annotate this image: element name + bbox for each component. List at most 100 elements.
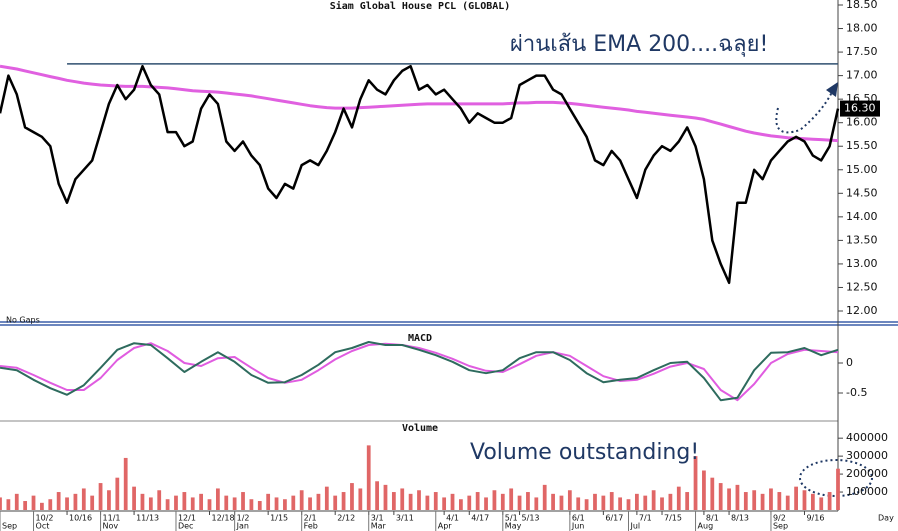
x-tick-label: 10/16 — [69, 514, 92, 523]
volume-bar — [618, 497, 623, 510]
x-tick-label: 1/2 — [237, 514, 250, 523]
series-line — [0, 64, 839, 143]
volume-bar — [626, 499, 631, 510]
volume-bar — [584, 499, 589, 510]
volume-bar — [693, 456, 698, 510]
volume-bar — [417, 490, 421, 510]
last-value-label: 16.30 — [844, 102, 876, 115]
volume-bar — [593, 493, 597, 510]
x-tick-label: 6/17 — [605, 514, 623, 523]
series-line — [0, 342, 839, 402]
volume-bar — [668, 493, 673, 510]
volume-bar — [358, 488, 363, 510]
volume-bar — [408, 493, 413, 510]
y-tick-label: 300000 — [846, 449, 888, 462]
volume-bar — [375, 481, 379, 510]
volume-bar — [500, 493, 505, 510]
volume-bar — [31, 495, 36, 510]
volume-bar — [551, 493, 555, 510]
x-tick-label: 11/1 — [103, 514, 121, 523]
volume-bar — [383, 484, 388, 510]
volume-bar — [526, 492, 530, 510]
x-tick-label: 2/12 — [337, 514, 355, 523]
volume-bar — [157, 490, 162, 510]
volume-bar — [366, 445, 371, 510]
volume-bar — [702, 470, 706, 510]
month-label: Apr — [438, 522, 453, 531]
x-tick-label: 10/2 — [36, 514, 54, 523]
x-tick-label: 8/13 — [731, 514, 749, 523]
volume-bar — [475, 492, 480, 510]
volume-bar — [484, 497, 488, 510]
volume-bar — [241, 492, 245, 510]
volume-bar — [827, 492, 832, 510]
volume-bar — [676, 486, 681, 510]
y-tick-label: 100000 — [846, 485, 888, 498]
volume-bar — [56, 492, 61, 510]
volume-bar — [123, 457, 128, 510]
volume-bar — [308, 497, 312, 510]
x-tick-label: 4/1 — [446, 514, 459, 523]
month-label: Jan — [236, 522, 249, 531]
x-tick-label: 6/1 — [572, 514, 585, 523]
volume-bar — [685, 492, 690, 510]
volume-bar — [40, 502, 44, 510]
y-tick-label: 14.00 — [846, 210, 878, 223]
month-label: Jun — [571, 522, 585, 531]
y-tick-label: 18.50 — [846, 0, 878, 11]
volume-bar — [90, 495, 95, 510]
volume-bar — [190, 497, 195, 510]
volume-bar — [810, 493, 815, 510]
volume-bar — [215, 488, 220, 510]
volume-bar — [140, 493, 145, 510]
volume-bar — [207, 499, 212, 510]
volume-bar — [232, 497, 237, 510]
volume-bar — [324, 486, 329, 510]
volume-bar — [601, 495, 606, 510]
volume-bar — [492, 490, 497, 510]
volume-bar — [148, 497, 153, 510]
month-label: Dec — [178, 522, 193, 531]
month-label: Sep — [773, 522, 788, 531]
volume-bar — [634, 493, 639, 510]
last-value-box — [840, 100, 880, 117]
volume-bar — [735, 484, 740, 510]
volume-bar — [819, 497, 824, 510]
panel-title: Volume — [402, 423, 438, 434]
volume-bar — [777, 492, 782, 510]
volume-bar — [48, 499, 53, 510]
volume-bar — [6, 499, 11, 510]
x-tick-label: 7/1 — [639, 514, 652, 523]
volume-bar — [509, 488, 514, 510]
volume-bar — [651, 490, 656, 510]
volume-bar — [0, 497, 2, 510]
volume-bar — [132, 486, 136, 510]
volume-bar — [836, 468, 840, 510]
x-tick-label: 7/15 — [664, 514, 682, 523]
panel-title: Siam Global House PCL (GLOBAL) — [330, 0, 511, 12]
month-label: Aug — [698, 522, 714, 531]
volume-bar — [534, 497, 539, 510]
volume-bar — [785, 495, 790, 510]
volume-bar — [14, 493, 19, 510]
annotation-arrow — [775, 91, 833, 134]
volume-bar — [283, 499, 287, 510]
x-tick-label: 12/1 — [178, 514, 196, 523]
volume-bar — [609, 492, 614, 510]
x-tick-label: 11/13 — [136, 514, 159, 523]
x-tick-label: 12/18 — [212, 514, 235, 523]
volume-bar — [400, 488, 405, 510]
y-tick-label: -0.5 — [846, 386, 867, 399]
annotation: ผ่านเส้น EMA 200....ฉลุย! — [510, 32, 768, 57]
volume-bar — [274, 497, 279, 510]
month-label: May — [505, 522, 522, 531]
month-label: Oct — [36, 522, 50, 531]
volume-bar — [517, 495, 522, 510]
volume-bar — [727, 488, 731, 510]
y-tick-label: 14.50 — [846, 186, 878, 199]
x-tick-label: 5/1 — [505, 514, 518, 523]
volume-bar — [23, 501, 28, 510]
month-label: Sep — [2, 522, 17, 531]
volume-bar — [559, 495, 564, 510]
y-tick-label: 15.50 — [846, 139, 878, 152]
